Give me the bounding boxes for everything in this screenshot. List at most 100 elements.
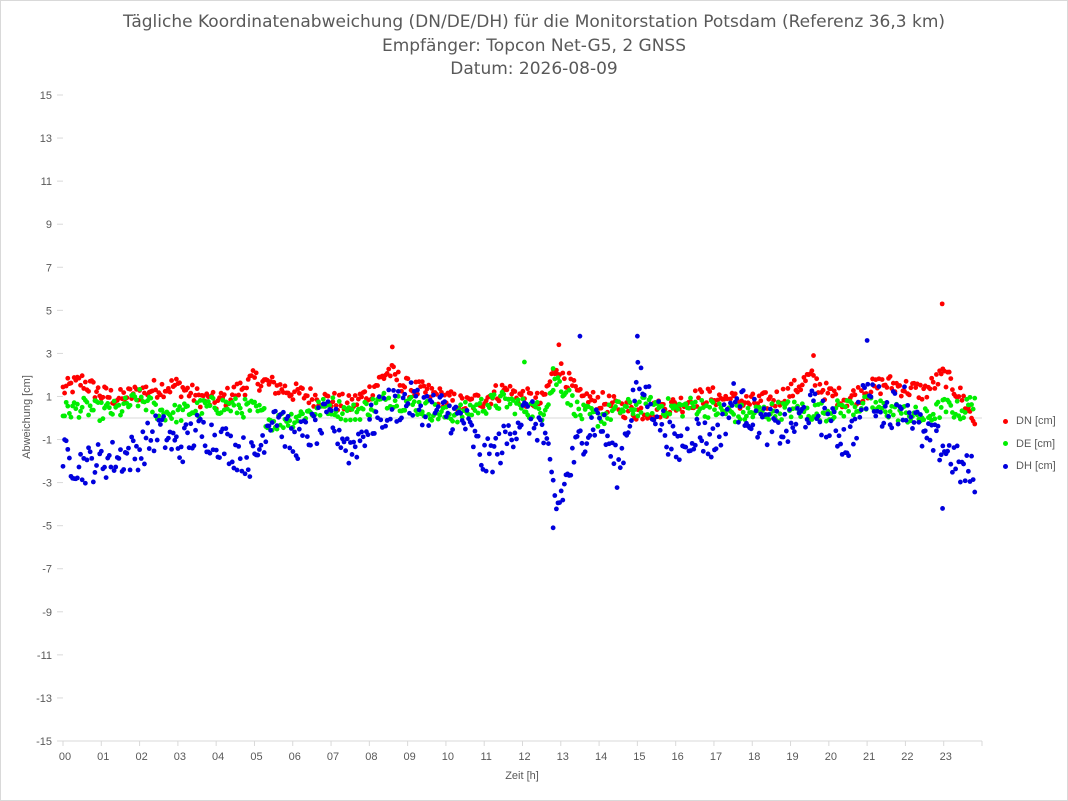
data-point [919, 443, 925, 449]
data-point [546, 402, 551, 408]
data-point [779, 417, 784, 422]
data-point [691, 446, 697, 452]
data-point [255, 452, 261, 458]
data-point [510, 398, 516, 403]
data-point [619, 445, 625, 451]
data-point [555, 375, 561, 381]
data-point [750, 422, 756, 428]
y-tick-label: -1 [42, 435, 52, 447]
data-point [732, 391, 738, 397]
data-point [624, 404, 630, 410]
data-point [145, 420, 151, 426]
data-point [242, 396, 248, 402]
data-point [662, 433, 668, 438]
data-point [582, 449, 588, 455]
data-point [199, 434, 205, 440]
x-tick-label: 16 [672, 751, 684, 763]
data-point [938, 405, 944, 410]
data-point [357, 417, 363, 422]
data-point [261, 450, 267, 455]
data-point [550, 477, 556, 483]
data-point [659, 403, 665, 409]
data-point [949, 387, 955, 393]
data-point [189, 382, 195, 388]
data-point [539, 422, 545, 428]
x-tick-label: 14 [595, 751, 607, 763]
data-point [148, 438, 154, 443]
data-point [601, 421, 607, 427]
data-point [558, 389, 564, 395]
data-point [421, 383, 427, 389]
data-point [911, 420, 917, 425]
data-point [352, 393, 358, 398]
data-point [878, 398, 883, 404]
data-point [121, 467, 127, 472]
data-point [381, 395, 387, 401]
data-point [538, 417, 543, 423]
data-point [713, 446, 719, 452]
data-point [712, 407, 717, 413]
data-point [447, 392, 452, 398]
data-point [803, 378, 808, 384]
data-point [811, 373, 816, 378]
data-point [630, 387, 636, 393]
data-point [496, 398, 502, 404]
data-point [510, 444, 516, 450]
data-point [518, 422, 524, 428]
data-point [367, 416, 372, 422]
data-point [850, 412, 856, 418]
data-point [657, 427, 663, 433]
data-point [180, 459, 186, 465]
data-point [579, 440, 585, 446]
data-point [506, 423, 511, 428]
data-point [450, 397, 456, 403]
data-point [598, 405, 604, 411]
data-point [475, 433, 481, 439]
data-point [352, 444, 358, 450]
data-point [600, 390, 606, 395]
data-point [127, 467, 133, 473]
data-point [522, 359, 527, 365]
data-point [606, 393, 612, 399]
data-point [100, 416, 106, 422]
data-point [490, 469, 495, 475]
x-axis-title: Zeit [h] [505, 770, 539, 782]
series-dn [60, 301, 978, 427]
data-point [927, 437, 933, 443]
data-point [392, 398, 398, 404]
data-point [293, 381, 299, 387]
data-point [66, 455, 72, 461]
data-point [269, 374, 275, 380]
data-point [949, 469, 955, 475]
data-point [676, 457, 682, 463]
data-point [185, 430, 190, 436]
data-point [937, 457, 943, 463]
data-point [640, 416, 646, 422]
data-point [780, 434, 786, 440]
x-tick-label: 00 [59, 751, 71, 763]
y-axis-title: Abweichung [cm] [21, 375, 33, 459]
data-point [729, 403, 735, 408]
data-point [758, 398, 764, 404]
data-point [756, 404, 762, 410]
data-point [740, 409, 746, 415]
data-point [906, 410, 912, 416]
data-point [290, 397, 296, 402]
data-point [370, 396, 376, 402]
data-point [921, 417, 927, 423]
data-point [541, 412, 547, 418]
data-point [670, 423, 676, 429]
data-point [209, 422, 214, 428]
data-point [126, 445, 131, 451]
data-point [726, 415, 732, 421]
data-point [568, 472, 574, 478]
data-point [576, 406, 582, 412]
data-point [257, 447, 262, 452]
data-point [940, 443, 946, 449]
data-point [250, 443, 256, 449]
data-point [774, 389, 780, 395]
data-point [577, 412, 583, 418]
data-point [330, 395, 336, 401]
data-point [817, 381, 823, 387]
data-point [137, 386, 143, 392]
